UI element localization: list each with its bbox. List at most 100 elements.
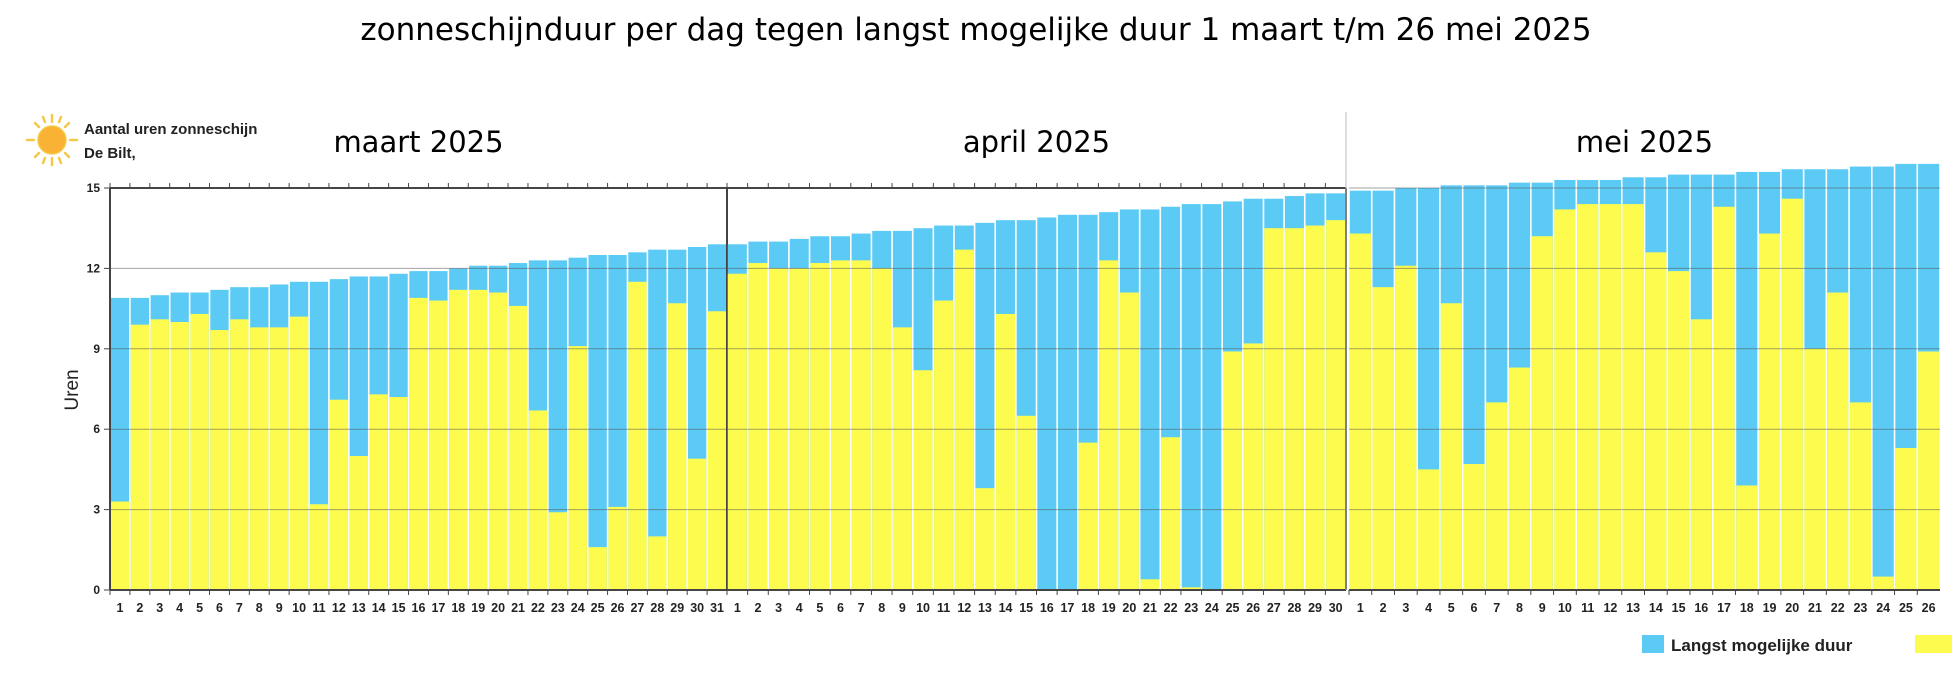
bar-max-duration bbox=[1181, 204, 1201, 590]
x-tick-label: 25 bbox=[1226, 601, 1240, 615]
bar-max-duration bbox=[1872, 166, 1894, 590]
x-tick-label: 13 bbox=[1626, 601, 1640, 615]
x-tick-label: 16 bbox=[1694, 601, 1708, 615]
bar-sunshine bbox=[528, 410, 548, 590]
bar-sunshine bbox=[1440, 303, 1462, 590]
x-tick-label: 1 bbox=[734, 601, 741, 615]
legend-swatch-max-duration bbox=[1642, 635, 1664, 653]
bar-sunshine bbox=[349, 456, 368, 590]
x-tick-label: 22 bbox=[1164, 601, 1178, 615]
y-tick-label: 0 bbox=[93, 583, 100, 597]
x-tick-label: 6 bbox=[837, 601, 844, 615]
x-tick-label: 4 bbox=[176, 601, 183, 615]
x-tick-label: 24 bbox=[1205, 601, 1219, 615]
bar-sunshine bbox=[568, 346, 587, 590]
bar-max-duration bbox=[648, 249, 667, 590]
x-tick-label: 21 bbox=[1808, 601, 1822, 615]
x-tick-label: 4 bbox=[796, 601, 803, 615]
x-tick-label: 10 bbox=[916, 601, 930, 615]
bar-sunshine bbox=[1119, 292, 1139, 590]
bar-sunshine bbox=[548, 512, 567, 590]
x-tick-label: 15 bbox=[1672, 601, 1686, 615]
bar-sunshine bbox=[1827, 292, 1849, 590]
x-tick-label: 15 bbox=[392, 601, 406, 615]
bar-sunshine bbox=[830, 260, 850, 590]
bar-sunshine bbox=[1349, 233, 1371, 590]
x-tick-label: 27 bbox=[630, 601, 644, 615]
bar-sunshine bbox=[1395, 265, 1417, 590]
bar-sunshine bbox=[1668, 271, 1690, 590]
bar-sunshine bbox=[1140, 579, 1160, 590]
bar-sunshine bbox=[170, 322, 189, 590]
x-tick-label: 29 bbox=[1308, 601, 1322, 615]
x-tick-label: 14 bbox=[1649, 601, 1663, 615]
x-tick-label: 5 bbox=[1448, 601, 1455, 615]
bar-sunshine bbox=[1895, 447, 1917, 590]
x-tick-label: 22 bbox=[1831, 601, 1845, 615]
bar-sunshine bbox=[1417, 469, 1440, 590]
bar-sunshine bbox=[1508, 367, 1531, 590]
x-tick-label: 1 bbox=[1357, 601, 1364, 615]
bar-max-duration bbox=[608, 255, 627, 590]
bar-sunshine bbox=[975, 488, 995, 590]
x-tick-label: 24 bbox=[1876, 601, 1890, 615]
bar-sunshine bbox=[270, 327, 289, 590]
bar-sunshine bbox=[230, 319, 249, 590]
bar-max-duration bbox=[1057, 214, 1077, 591]
x-tick-label: 16 bbox=[1040, 601, 1054, 615]
x-tick-label: 20 bbox=[1122, 601, 1136, 615]
x-tick-label: 28 bbox=[1287, 601, 1301, 615]
bar-sunshine bbox=[1804, 348, 1826, 590]
x-tick-label: 25 bbox=[1899, 601, 1913, 615]
x-tick-label: 28 bbox=[650, 601, 664, 615]
legend-label-max-duration: Langst mogelijke duur bbox=[1671, 636, 1853, 655]
bar-sunshine bbox=[190, 313, 209, 590]
x-tick-label: 6 bbox=[1471, 601, 1478, 615]
bar-sunshine bbox=[892, 327, 912, 590]
x-tick-label: 30 bbox=[1329, 601, 1343, 615]
x-tick-label: 2 bbox=[1380, 601, 1387, 615]
bar-max-duration bbox=[1202, 204, 1222, 590]
bar-sunshine bbox=[996, 313, 1016, 590]
x-tick-label: 2 bbox=[136, 601, 143, 615]
x-tick-label: 13 bbox=[352, 601, 366, 615]
x-tick-label: 3 bbox=[156, 601, 163, 615]
x-tick-label: 17 bbox=[431, 601, 445, 615]
x-tick-label: 8 bbox=[256, 601, 263, 615]
legend: Langst mogelijke duur bbox=[1642, 635, 1952, 655]
x-tick-label: 26 bbox=[1922, 601, 1936, 615]
x-tick-label: 19 bbox=[1102, 601, 1116, 615]
x-tick-label: 3 bbox=[1402, 601, 1409, 615]
bar-sunshine bbox=[1181, 587, 1201, 590]
x-tick-label: 17 bbox=[1060, 601, 1074, 615]
panel-title: maart 2025 bbox=[333, 125, 503, 159]
bar-sunshine bbox=[409, 297, 428, 590]
bar-sunshine bbox=[1326, 220, 1346, 590]
bar-sunshine bbox=[329, 399, 349, 590]
bar-sunshine bbox=[110, 501, 130, 590]
bar-sunshine bbox=[250, 327, 269, 590]
bar-sunshine bbox=[130, 324, 150, 590]
bar-sunshine bbox=[488, 292, 508, 590]
x-tick-label: 26 bbox=[1246, 601, 1260, 615]
x-tick-label: 14 bbox=[372, 601, 386, 615]
x-tick-label: 21 bbox=[511, 601, 525, 615]
x-tick-label: 12 bbox=[332, 601, 346, 615]
bar-sunshine bbox=[748, 263, 768, 590]
bar-sunshine bbox=[1713, 206, 1735, 590]
sun-icon bbox=[25, 113, 79, 167]
x-tick-label: 27 bbox=[1267, 601, 1281, 615]
bar-sunshine bbox=[1690, 319, 1712, 590]
bar-sunshine bbox=[1223, 351, 1243, 590]
x-tick-label: 20 bbox=[1785, 601, 1799, 615]
bar-sunshine bbox=[210, 330, 229, 590]
bar-sunshine bbox=[289, 316, 309, 590]
bar-sunshine bbox=[1486, 402, 1508, 590]
bar-sunshine bbox=[668, 303, 687, 590]
x-tick-label: 8 bbox=[878, 601, 885, 615]
bar-sunshine bbox=[608, 506, 627, 590]
x-tick-label: 11 bbox=[937, 601, 950, 615]
